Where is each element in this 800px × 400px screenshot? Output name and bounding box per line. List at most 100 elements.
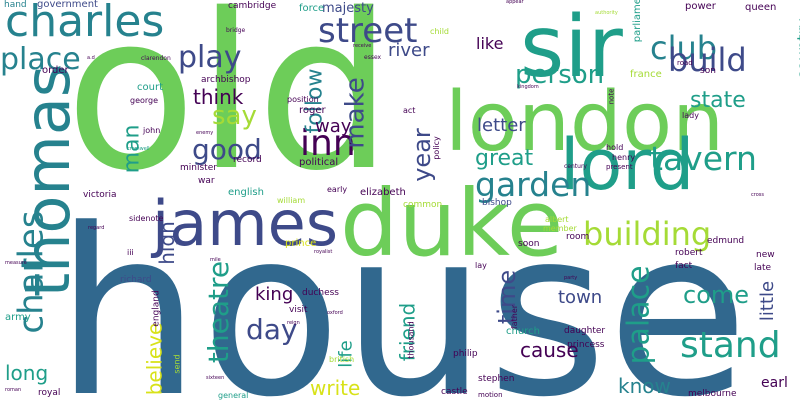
word-town: town xyxy=(558,287,603,308)
word-roger: roger xyxy=(299,105,326,116)
word-know: know xyxy=(618,374,671,398)
word-enemy: enemy xyxy=(196,130,214,136)
word-earl: earl xyxy=(761,375,788,391)
word-court: court xyxy=(137,82,163,93)
word-lord: lord xyxy=(560,124,695,206)
word-royal: royal xyxy=(38,388,61,398)
word-general: general xyxy=(218,391,249,400)
word-henry: henry xyxy=(612,153,636,162)
word-england: england xyxy=(151,290,162,327)
word-charles: charles xyxy=(5,0,165,47)
word-robert: robert xyxy=(675,248,703,258)
word-way: way xyxy=(315,116,352,137)
word-room: room xyxy=(566,232,590,242)
word-richard: richard xyxy=(120,275,152,285)
word-party: party xyxy=(564,275,578,281)
word-long: long xyxy=(5,361,49,385)
word-prince: prince xyxy=(285,238,317,249)
word-common: common xyxy=(403,200,443,210)
word-parliament: parliament xyxy=(632,0,644,43)
word-elizabeth: elizabeth xyxy=(360,187,406,198)
word-garden: garden xyxy=(475,165,592,204)
word-london: london xyxy=(445,75,725,170)
word-member: member xyxy=(543,224,577,233)
word-government: government xyxy=(37,0,98,10)
word-say: say xyxy=(212,101,257,131)
word-river: river xyxy=(388,40,430,61)
word-building: building xyxy=(583,215,712,253)
word-daughter: daughter xyxy=(564,326,606,336)
word-authority: authority xyxy=(595,10,618,16)
word-policy: policy xyxy=(431,136,441,160)
word-cause: cause xyxy=(520,338,579,362)
word-send: send xyxy=(172,354,182,374)
word-france: france xyxy=(630,69,662,80)
word-cambridge: cambridge xyxy=(228,1,277,11)
word-child: child xyxy=(430,27,449,36)
word-bishop: bishop xyxy=(482,198,512,208)
word-write: write xyxy=(310,376,361,400)
word-sixteen: sixteen xyxy=(206,375,225,381)
word-john: john xyxy=(143,126,161,135)
word-duchess: duchess xyxy=(302,288,339,298)
word-george: george xyxy=(130,96,159,105)
word-believe: believe xyxy=(142,322,167,396)
word-hand: hand xyxy=(4,0,27,10)
word-play: play xyxy=(178,40,242,75)
word-palace: palace xyxy=(621,265,657,365)
word-century: century xyxy=(564,163,587,170)
word-like: like xyxy=(476,34,504,53)
word-thousand: thousand xyxy=(406,321,416,359)
word-note: note xyxy=(607,88,616,105)
word-princess: princess xyxy=(567,340,605,350)
word-order: order xyxy=(42,65,69,76)
word-great: great xyxy=(475,146,534,171)
word-old: old xyxy=(65,0,393,218)
word-mile: mile xyxy=(210,257,221,263)
word-philip: philip xyxy=(453,349,478,359)
word-edmund: edmund xyxy=(707,236,745,246)
word-albert: albert xyxy=(545,215,569,224)
word-king: king xyxy=(255,284,294,305)
word-build: build xyxy=(668,41,747,79)
word-royalist: royalist xyxy=(314,249,333,255)
word-bridge: bridge xyxy=(226,27,246,34)
word-record: record xyxy=(233,155,262,165)
word-church: church xyxy=(506,326,540,337)
word-road: road xyxy=(677,59,693,67)
word-place: place xyxy=(0,42,81,77)
word-inn: inn xyxy=(300,123,356,164)
word-army: army xyxy=(5,312,31,323)
word-force: force xyxy=(299,3,325,14)
word-high: high xyxy=(154,221,179,265)
word-english: english xyxy=(228,187,264,198)
word-son: son xyxy=(700,66,716,76)
word-day: day xyxy=(246,313,298,346)
word-early: early xyxy=(327,185,348,194)
word-political: political xyxy=(299,157,339,168)
word-british: british xyxy=(329,355,355,364)
word-power: power xyxy=(685,1,716,12)
word-little: little xyxy=(757,280,779,322)
word-new: new xyxy=(756,250,775,260)
word-act: act xyxy=(403,106,416,115)
word-motion: motion xyxy=(478,391,503,399)
word-hold: hold xyxy=(606,143,624,152)
word-person: person xyxy=(515,60,605,90)
word-regard: regard xyxy=(88,225,105,231)
word-receive: receive xyxy=(353,43,372,49)
word-lady: lady xyxy=(682,111,699,120)
word-club: club xyxy=(650,29,718,67)
word-come: come xyxy=(683,281,750,309)
word-stand: stand xyxy=(680,325,781,366)
word-soon: soon xyxy=(518,239,540,249)
word-letter: letter xyxy=(477,115,526,136)
word-castle: castle xyxy=(441,387,468,397)
word-roman: roman xyxy=(5,387,22,393)
word-cromwell: cromwell xyxy=(127,146,150,152)
word-street: street xyxy=(318,11,418,51)
word-think: think xyxy=(193,85,244,109)
word-measure: measure xyxy=(5,260,27,266)
word-victoria: victoria xyxy=(83,190,117,200)
word-melbourne: melbourne xyxy=(688,389,737,399)
